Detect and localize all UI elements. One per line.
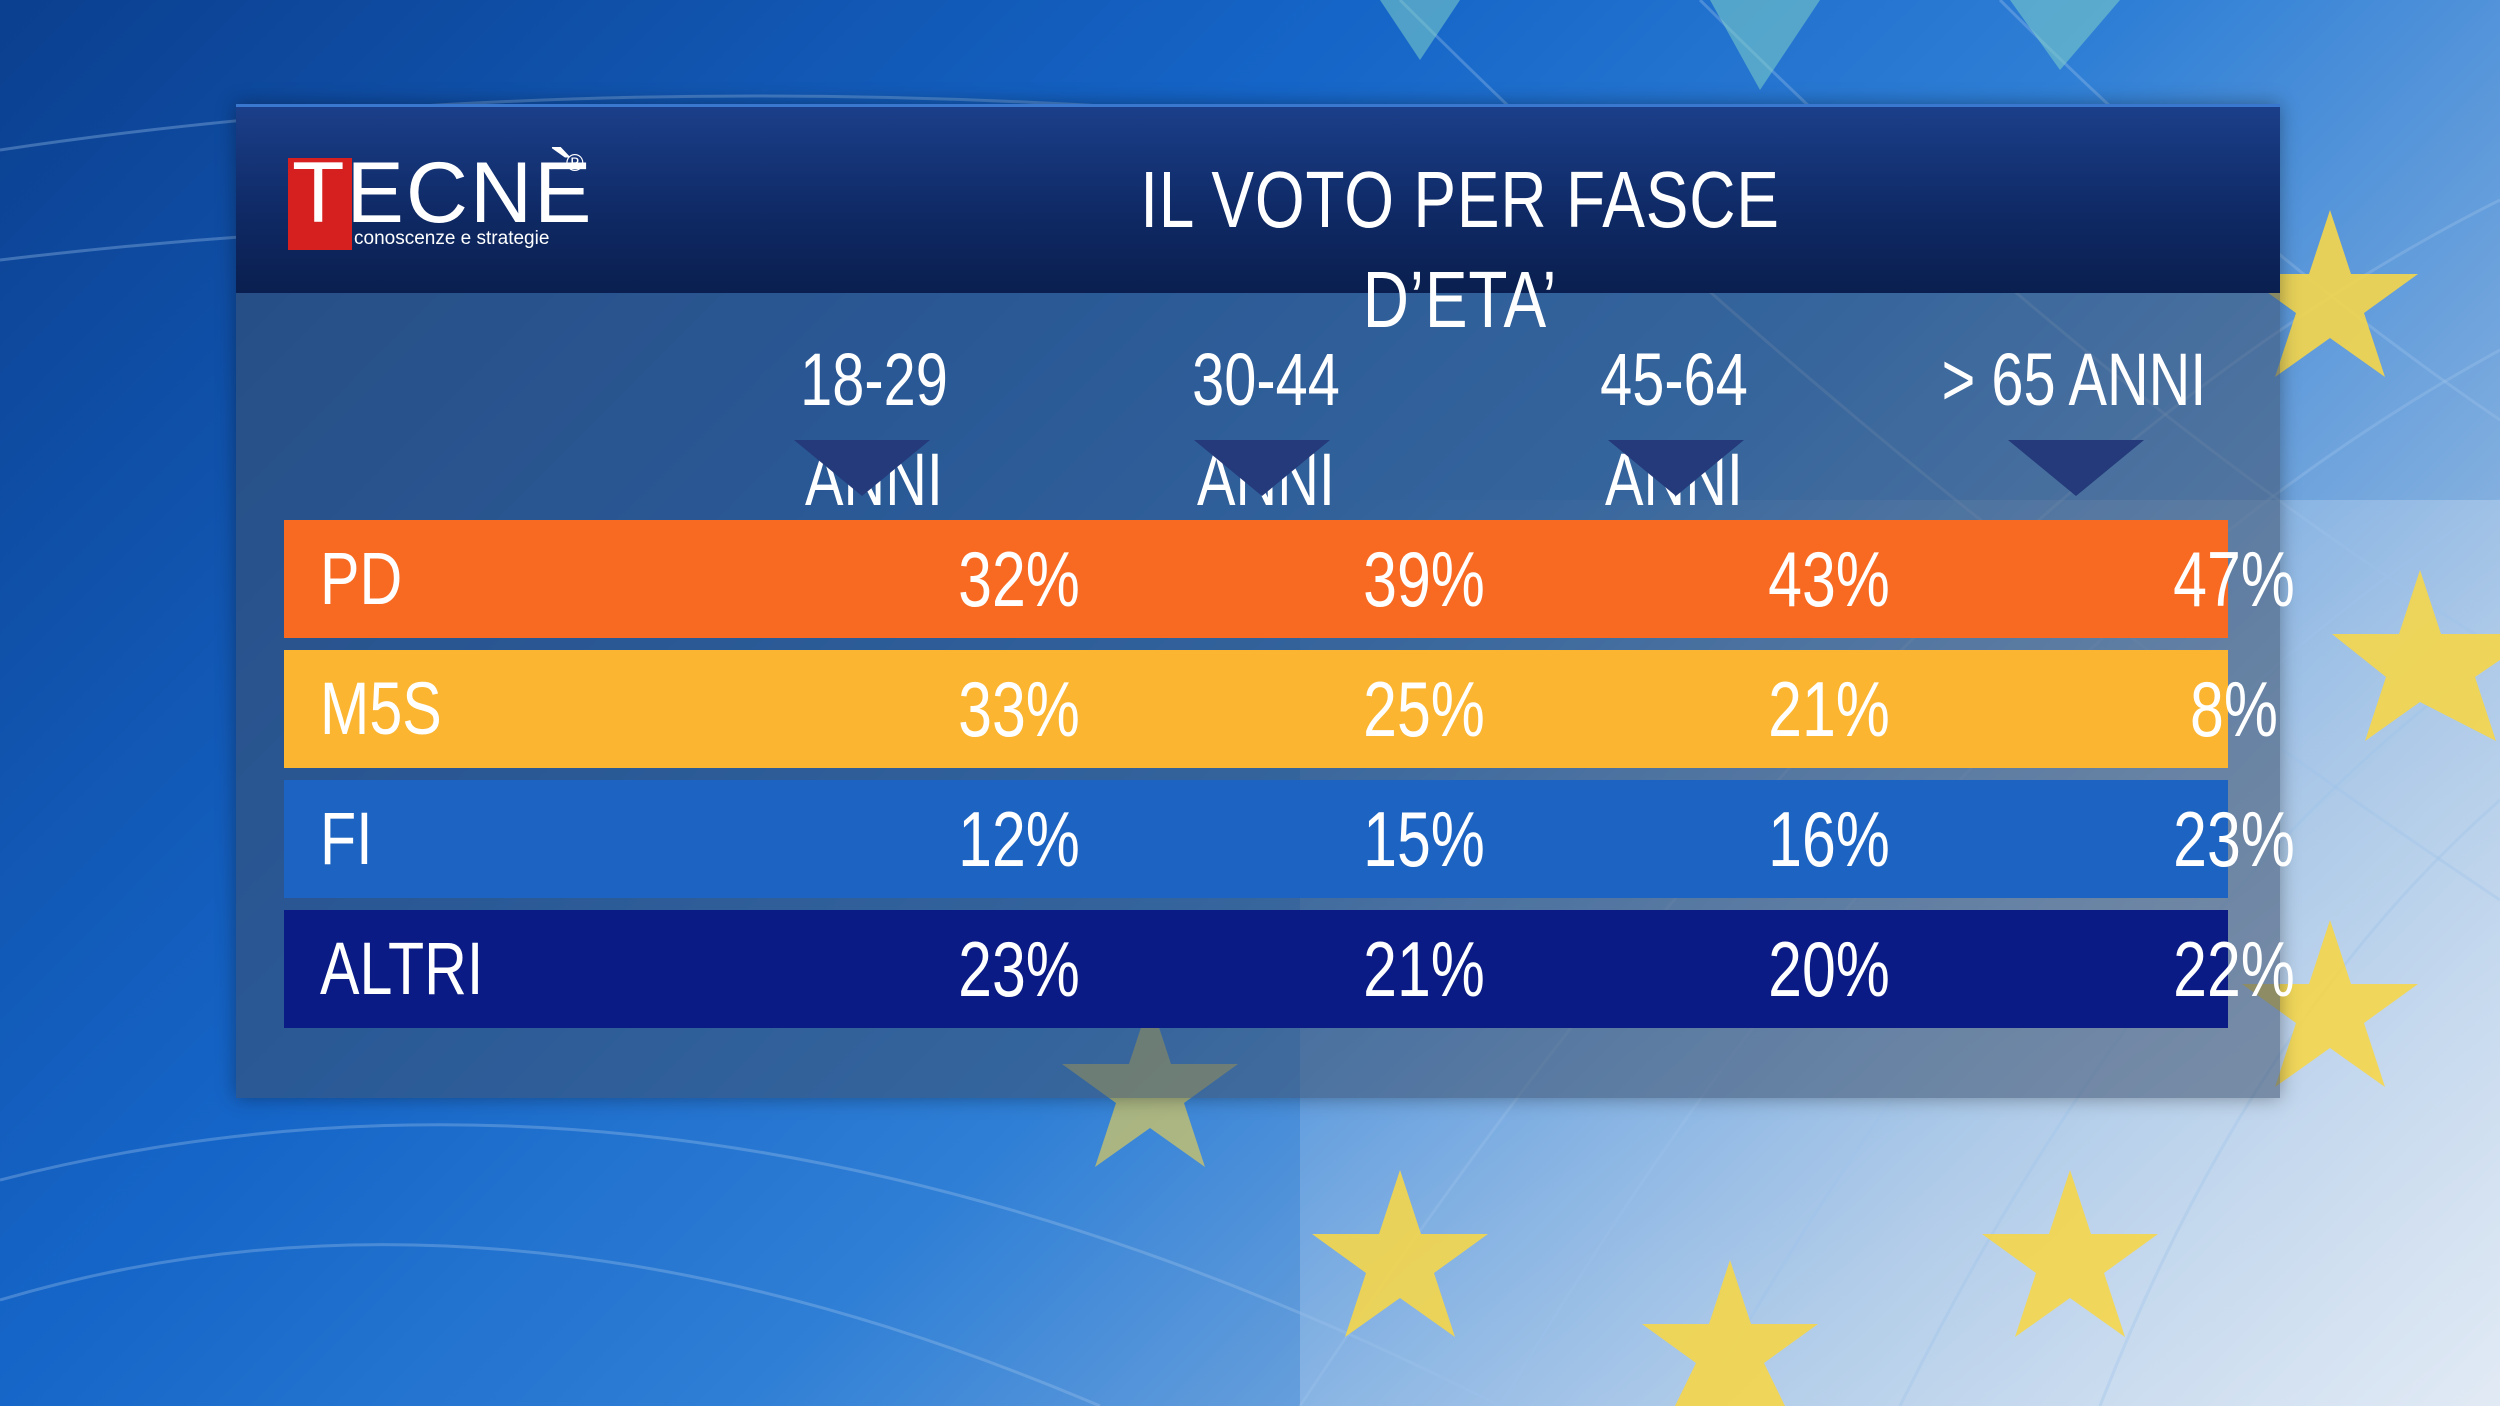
column-header-18-29: 18-29 ANNI (800, 338, 948, 521)
table-cell: 21% (1363, 925, 1485, 1013)
chevron-down-icon (794, 440, 930, 496)
column-header-over-65: > 65 ANNI (1941, 338, 2207, 421)
table-cell: 43% (1768, 535, 1890, 623)
table-cell: 8% (2190, 665, 2278, 753)
chevron-down-icon (1194, 440, 1330, 496)
star-icon (1312, 1170, 1488, 1337)
column-header-45-64: 45-64 ANNI (1600, 338, 1748, 521)
chevron-down-icon (1608, 440, 1744, 496)
row-label: FI (320, 797, 373, 880)
table-cell: 32% (958, 535, 1080, 623)
chevron-down-icon (2008, 440, 2144, 496)
page-title: IL VOTO PER FASCE D’ETA’ (1140, 155, 1780, 344)
table-cell: 15% (1363, 795, 1485, 883)
row-label: M5S (320, 667, 442, 750)
star-icon (2332, 570, 2500, 741)
table-cell: 33% (958, 665, 1080, 753)
star-icon (1982, 1170, 2158, 1337)
table-cell: 21% (1768, 665, 1890, 753)
table-row-altri: ALTRI 23% 21% 20% 22% (284, 910, 2295, 1028)
star-icon (2242, 210, 2418, 377)
table-row-pd: PD 32% 39% 43% 47% (284, 520, 2295, 638)
row-label: PD (320, 537, 403, 620)
table-cell: 25% (1363, 665, 1485, 753)
table-cell: 23% (2173, 795, 2295, 883)
table-cell: 12% (958, 795, 1080, 883)
row-label: ALTRI (320, 927, 484, 1010)
logo-red-square (288, 158, 352, 250)
table-cell: 47% (2173, 535, 2295, 623)
table-cell: 23% (958, 925, 1080, 1013)
table-cell: 16% (1768, 795, 1890, 883)
table-cell: 20% (1768, 925, 1890, 1013)
table-cell: 22% (2173, 925, 2295, 1013)
logo-registered-mark: ® (566, 150, 584, 177)
logo-tagline: conoscenze e strategie (354, 228, 550, 249)
table-row-fi: FI 12% 15% 16% 23% (284, 780, 2295, 898)
column-header-30-44: 30-44 ANNI (1192, 338, 1340, 521)
logo: TECNÈ (292, 145, 594, 241)
table-row-m5s: M5S 33% 25% 21% 8% (284, 650, 2278, 768)
star-icon (1642, 1260, 1818, 1406)
star-icon (2242, 920, 2418, 1087)
table-cell: 39% (1363, 535, 1485, 623)
title-bar (236, 104, 2280, 293)
